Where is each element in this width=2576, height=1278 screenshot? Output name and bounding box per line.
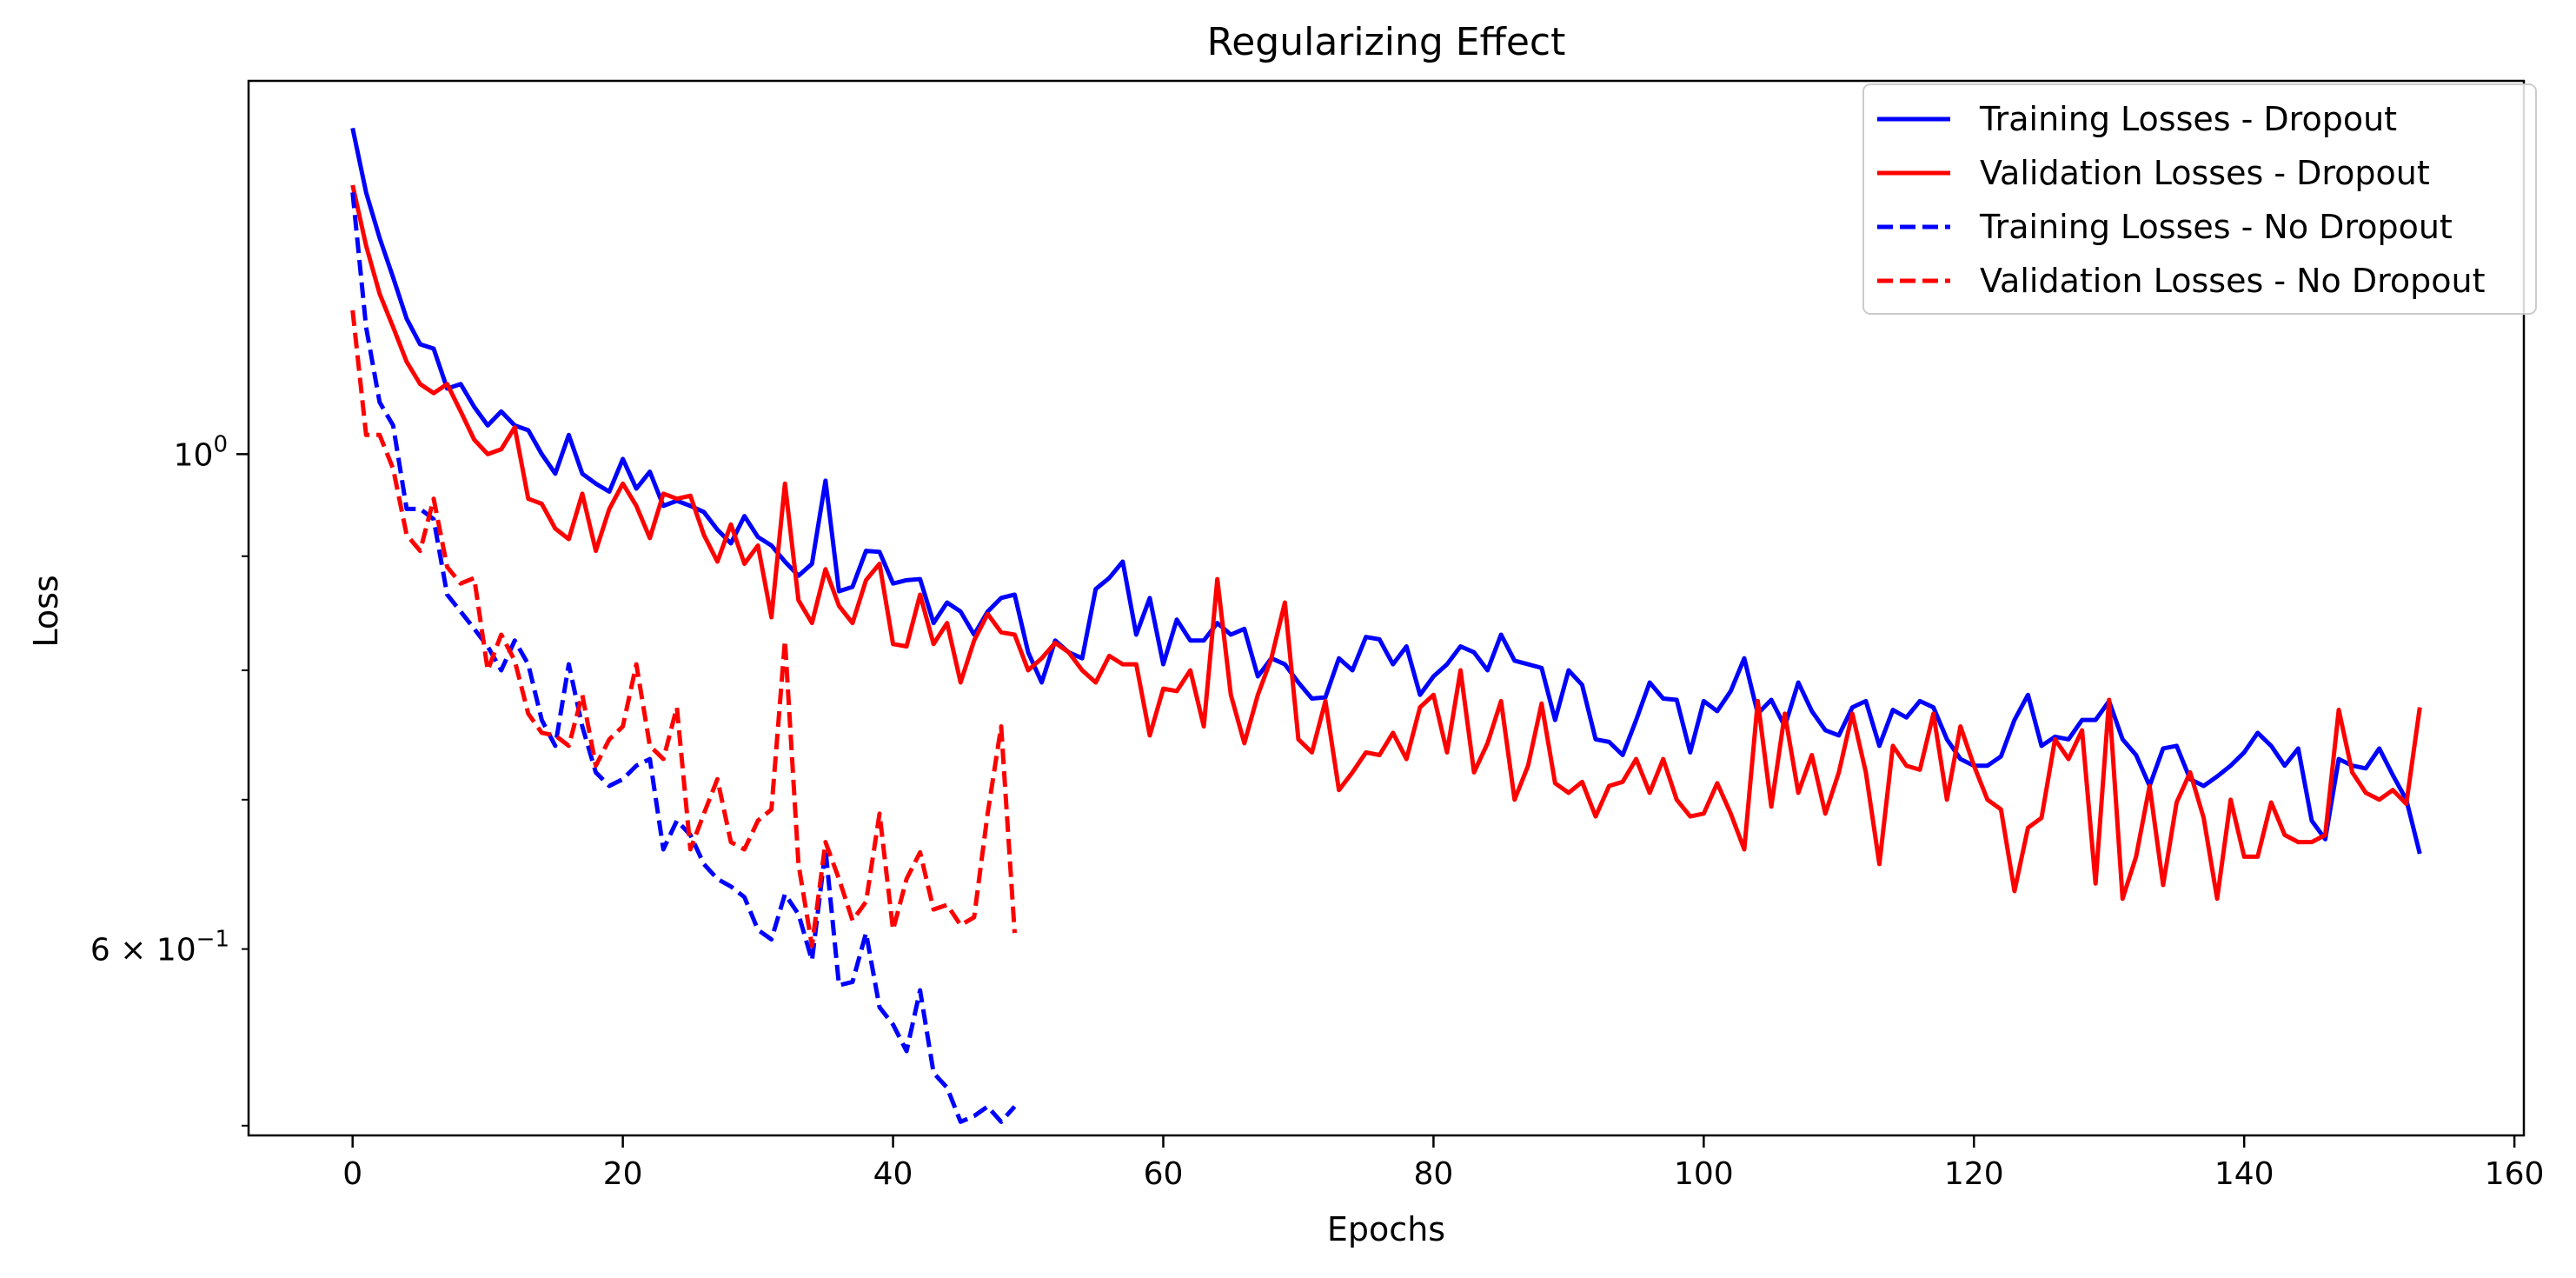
legend-label-training-losses-no-dropout: Training Losses - No Dropout (1979, 208, 2453, 246)
plot-frame (247, 79, 2526, 1137)
x-tick-label: 160 (2485, 1156, 2545, 1192)
axes: 0 20 40 60 80 100 120 140 160 100 6 × 10−1 (90, 79, 2545, 1192)
series-line-validation-losses-no-dropout (350, 310, 1017, 949)
series-line-training-losses-no-dropout (350, 192, 1017, 1124)
y-axis-label: Loss (27, 575, 65, 647)
x-tick-label: 0 (342, 1156, 362, 1192)
legend-box (1862, 83, 2537, 315)
legend-label-validation-losses-no-dropout: Validation Losses - No Dropout (1980, 262, 2486, 300)
x-tick-label: 140 (2214, 1156, 2274, 1192)
x-axis-label: Epochs (1327, 1210, 1445, 1248)
legend: Training Losses - Dropout Validation Loss… (1862, 83, 2537, 315)
x-tick-label: 20 (603, 1156, 643, 1192)
series-line-validation-losses-dropout (350, 184, 2422, 902)
x-tick-label: 80 (1414, 1156, 1454, 1192)
x-tick-label: 40 (873, 1156, 913, 1192)
legend-label-training-losses-dropout: Training Losses - Dropout (1979, 100, 2397, 138)
chart-title: Regularizing Effect (1207, 20, 1566, 64)
legend-label-validation-losses-dropout: Validation Losses - Dropout (1980, 154, 2430, 192)
x-tick-label: 120 (1944, 1156, 2004, 1192)
y-tick-label-major: 100 (174, 431, 228, 473)
plot-area (350, 127, 2422, 1124)
y-tick-label-minor: 6 × 10−1 (90, 927, 229, 968)
x-tick-label: 100 (1674, 1156, 1734, 1192)
x-tick-label: 60 (1144, 1156, 1184, 1192)
